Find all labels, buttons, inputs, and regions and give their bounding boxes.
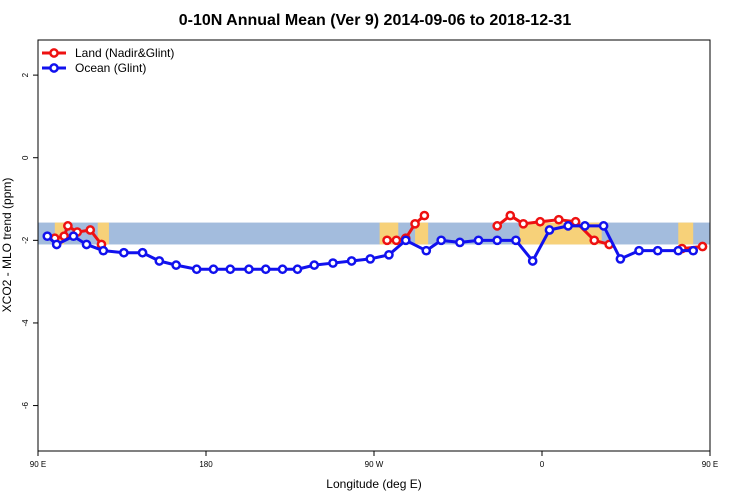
data-point-ocean [171,260,181,270]
legend-marker [49,63,59,73]
data-point-ocean [473,235,484,246]
data-point-ocean [511,235,521,246]
data-point-land [85,225,96,235]
data-point-land [505,210,516,221]
data-point-ocean [492,235,503,246]
x-axis-ticks: 90 E 180 90 W 0 90 E [30,451,718,469]
data-point-ocean [436,235,447,246]
data-point-ocean [277,264,288,275]
y-tick-label: -2 [21,236,30,244]
data-point-ocean [527,256,538,266]
data-point-ocean [309,260,320,270]
data-point-land [697,241,708,252]
data-point-land [492,221,503,231]
data-point-land [589,235,600,246]
data-point-land [410,218,420,229]
y-tick-label: 0 [21,155,30,160]
x-tick-label: 90 E [30,460,46,469]
data-point-land [419,210,430,221]
data-point-ocean [98,245,109,256]
data-point-ocean [328,258,338,268]
data-point-ocean [652,245,663,256]
data-point-ocean [191,264,202,275]
data-point-ocean [244,264,254,275]
data-point-ocean [544,225,555,235]
y-tick-label: -4 [21,319,30,327]
legend-entry-label: Ocean (Glint) [75,61,146,75]
data-point-ocean [688,245,699,256]
data-point-ocean [455,237,465,248]
data-point-ocean [615,254,626,264]
y-axis-label: XCO2 - MLO trend (ppm) [0,178,14,313]
data-point-land [535,216,545,227]
data-point-ocean [208,264,219,275]
plot-area [38,210,710,275]
legend-marker [49,48,59,58]
data-point-ocean [365,254,376,264]
data-point-land [391,235,402,246]
data-point-ocean [51,239,62,250]
data-point-ocean [346,256,357,266]
x-tick-label: 180 [199,460,213,469]
data-point-ocean [225,264,236,275]
x-tick-label: 90 E [702,460,718,469]
data-point-ocean [154,256,165,266]
x-tick-label: 0 [540,460,545,469]
data-point-ocean [634,245,644,256]
data-point-land [63,221,73,231]
data-point-ocean [292,264,303,275]
data-point-ocean [42,231,53,242]
data-point-ocean [673,245,684,256]
data-point-ocean [598,221,609,231]
data-point-ocean [81,239,92,250]
x-tick-label: 90 W [365,460,384,469]
chart-title: 0-10N Annual Mean (Ver 9) 2014-09-06 to … [179,12,572,29]
data-point-ocean [563,221,573,231]
y-tick-label: -6 [21,401,30,409]
data-point-ocean [580,221,590,231]
x-axis-label: Longitude (deg E) [326,477,421,491]
data-point-ocean [260,264,271,275]
land-band [678,222,694,245]
data-point-land [570,216,581,227]
y-axis-ticks: 2 0 -2 -4 -6 [21,72,38,409]
land-band [97,222,109,245]
data-point-land [382,235,392,246]
data-point-ocean [384,249,394,260]
data-point-ocean [119,247,129,258]
data-point-ocean [421,245,432,256]
legend-entry-label: Land (Nadir&Glint) [75,46,174,60]
data-point-ocean [68,231,79,242]
data-point-ocean [137,247,148,258]
land-band [54,222,65,245]
legend: Land (Nadir&Glint)Ocean (Glint) [42,46,174,75]
land-band [415,222,429,245]
data-point-ocean [400,235,411,246]
data-point-land [518,218,529,229]
data-point-land [553,214,564,225]
y-tick-label: 2 [21,72,30,77]
